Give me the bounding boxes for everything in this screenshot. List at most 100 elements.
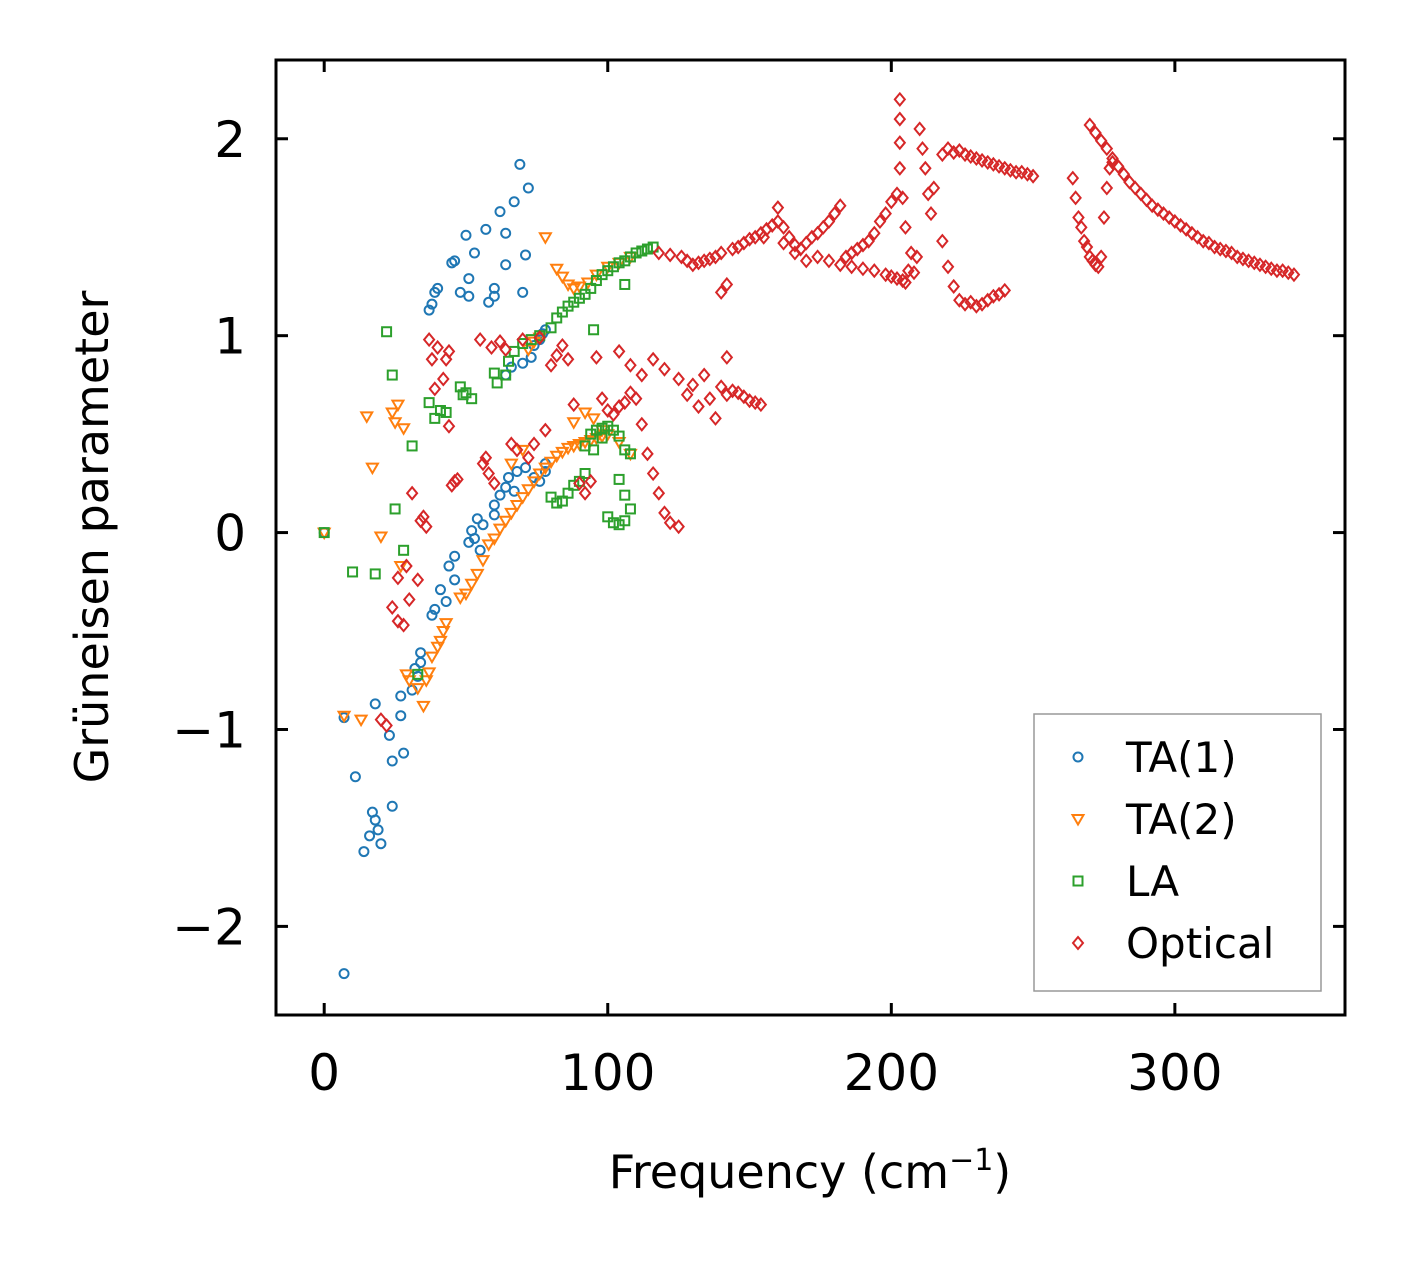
data-point xyxy=(494,206,506,218)
data-point xyxy=(471,513,483,525)
data-point xyxy=(613,473,625,485)
y-tick-label: 2 xyxy=(214,111,246,169)
data-point xyxy=(474,544,486,556)
legend-label: Optical xyxy=(1126,919,1274,968)
data-point xyxy=(692,255,705,271)
data-point xyxy=(549,263,564,277)
data-point xyxy=(970,298,983,314)
data-point xyxy=(714,379,728,395)
data-point xyxy=(1145,198,1159,214)
data-point xyxy=(953,143,966,159)
data-point xyxy=(566,417,581,430)
data-point xyxy=(395,690,407,702)
data-point xyxy=(947,144,960,161)
data-point xyxy=(833,198,847,214)
data-point xyxy=(555,271,570,285)
data-point xyxy=(488,290,500,302)
data-point xyxy=(449,255,461,267)
data-point xyxy=(443,560,455,572)
data-point xyxy=(511,466,523,478)
data-point xyxy=(454,286,466,298)
data-point xyxy=(618,395,632,411)
data-point xyxy=(720,349,734,365)
data-point xyxy=(635,367,649,383)
data-point xyxy=(1077,233,1091,249)
data-point xyxy=(460,387,472,399)
data-point xyxy=(419,675,434,688)
data-point xyxy=(433,635,448,649)
data-point xyxy=(449,574,461,586)
data-point xyxy=(680,387,694,403)
data-point xyxy=(624,503,636,515)
data-point xyxy=(515,492,530,505)
data-point xyxy=(629,391,643,407)
data-point xyxy=(500,369,512,381)
data-point xyxy=(1185,225,1199,241)
data-point xyxy=(579,468,591,480)
data-point xyxy=(822,213,836,230)
data-point xyxy=(369,568,381,580)
data-point xyxy=(491,377,503,389)
data-point xyxy=(525,351,537,363)
data-point xyxy=(586,413,601,426)
data-point xyxy=(550,347,564,363)
data-point xyxy=(636,245,648,257)
data-point xyxy=(754,397,768,413)
x-tick-label: 200 xyxy=(844,1044,939,1102)
axis-ticks xyxy=(276,60,1345,1015)
data-point xyxy=(1111,158,1125,174)
data-point xyxy=(365,462,380,476)
data-point xyxy=(503,355,515,367)
data-point xyxy=(386,369,398,381)
x-tick-label: 300 xyxy=(1127,1044,1222,1102)
data-point xyxy=(353,714,369,728)
data-point xyxy=(788,245,802,261)
data-point xyxy=(555,446,570,460)
data-point xyxy=(398,747,410,759)
data-point xyxy=(862,233,875,249)
data-point xyxy=(822,253,836,269)
data-point xyxy=(573,475,586,491)
data-point xyxy=(556,495,568,507)
data-point xyxy=(398,544,410,556)
data-point xyxy=(387,417,403,430)
data-point xyxy=(318,527,330,539)
data-point xyxy=(611,437,627,450)
data-point xyxy=(545,491,557,503)
data-point xyxy=(527,436,541,452)
data-point xyxy=(532,468,547,482)
data-point xyxy=(663,247,677,263)
data-point xyxy=(492,523,508,537)
data-point xyxy=(561,351,575,367)
data-point xyxy=(515,444,530,458)
series-la xyxy=(318,241,659,680)
data-point xyxy=(595,391,609,407)
data-point xyxy=(672,371,685,387)
data-point xyxy=(646,465,660,482)
data-point xyxy=(520,249,532,261)
data-point xyxy=(468,532,480,544)
data-point xyxy=(556,337,569,354)
data-point xyxy=(1097,209,1111,226)
data-point xyxy=(395,710,407,722)
data-point xyxy=(641,243,653,255)
data-point xyxy=(373,531,389,545)
data-point xyxy=(369,698,381,710)
data-point xyxy=(1168,213,1182,230)
data-point xyxy=(429,412,441,424)
data-point xyxy=(517,357,529,369)
data-point xyxy=(431,339,444,356)
data-point xyxy=(493,334,507,350)
data-point xyxy=(440,595,452,607)
data-point xyxy=(556,306,568,318)
data-point xyxy=(545,322,557,334)
data-point xyxy=(425,351,439,367)
data-point xyxy=(652,485,666,501)
data-point xyxy=(338,968,350,980)
data-point xyxy=(613,257,625,269)
data-point xyxy=(596,432,608,444)
data-point xyxy=(538,232,553,245)
data-point xyxy=(619,515,631,527)
data-point xyxy=(504,507,519,521)
data-point xyxy=(703,391,717,407)
